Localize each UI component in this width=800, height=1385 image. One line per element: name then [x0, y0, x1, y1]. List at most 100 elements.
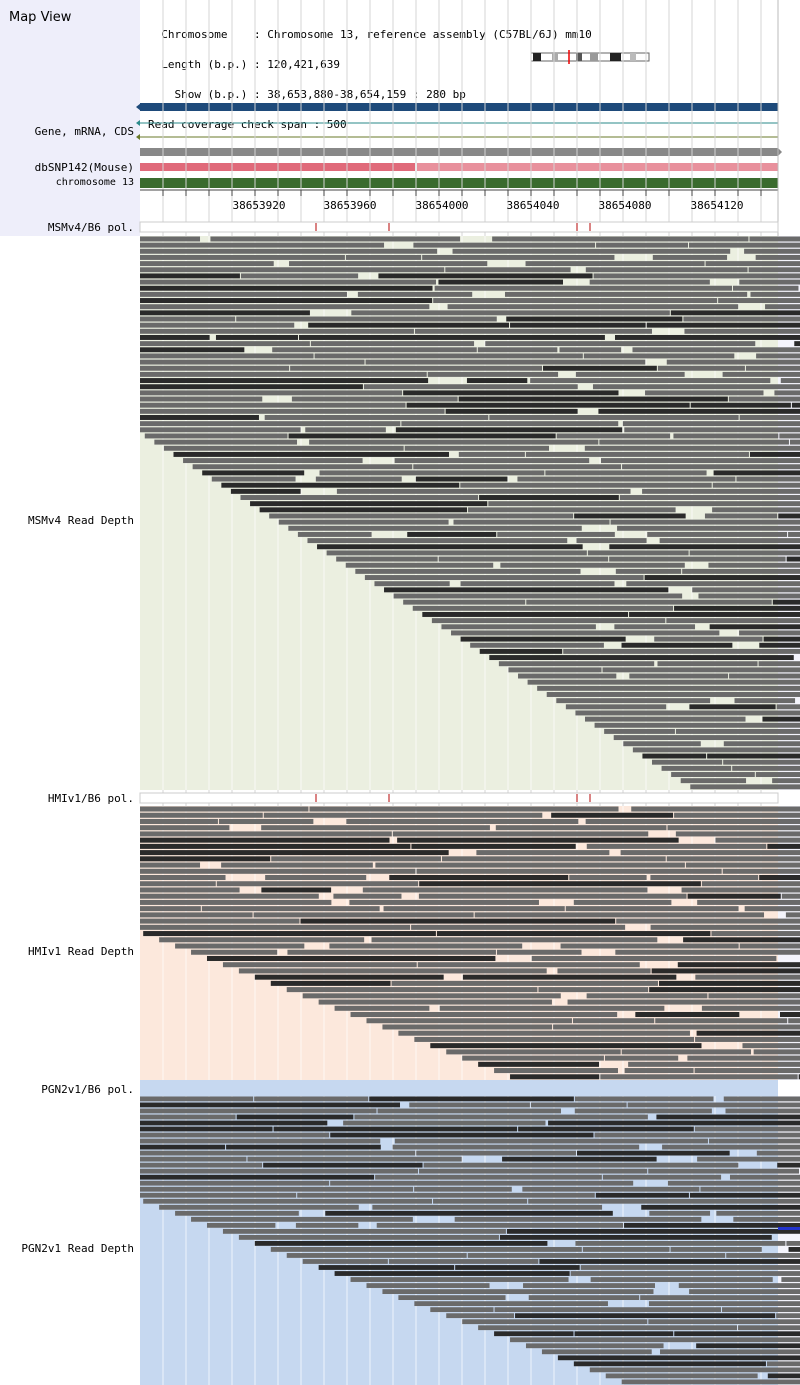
read-segment	[615, 568, 682, 574]
read-segment	[575, 710, 800, 716]
read-segment	[628, 1061, 800, 1067]
read-segment	[206, 955, 496, 961]
read-segment	[140, 1126, 273, 1132]
read-segment	[788, 531, 800, 537]
read-segment	[392, 831, 649, 837]
read-segment	[201, 906, 380, 912]
read-segment	[140, 918, 300, 924]
read-segment	[541, 1349, 652, 1355]
read-segment	[416, 1150, 576, 1156]
read-segment	[506, 316, 683, 322]
read-segment	[460, 636, 626, 642]
read-segment	[264, 415, 489, 420]
read-segment	[140, 341, 310, 347]
read-segment	[309, 806, 619, 812]
read-segment	[723, 1096, 800, 1102]
read-segment	[222, 962, 417, 968]
read-segment	[477, 347, 558, 353]
read-segment	[140, 298, 433, 304]
read-segment	[622, 464, 800, 470]
read-segment	[371, 937, 658, 943]
read-segment	[191, 1216, 413, 1222]
read-segment	[539, 1259, 800, 1264]
read-segment	[140, 365, 290, 371]
read-segment	[596, 242, 689, 248]
read-segment	[411, 843, 576, 849]
read-segment	[462, 1055, 604, 1061]
read-segment	[154, 439, 298, 445]
ruler-tick-label: 38653960	[324, 199, 377, 212]
read-segment	[525, 1343, 664, 1349]
read-segment	[580, 1265, 800, 1270]
read-segment	[557, 1355, 800, 1361]
read-segment	[655, 1018, 788, 1024]
read-segment	[648, 1168, 800, 1174]
read-segment	[671, 772, 755, 777]
read-segment	[600, 1074, 798, 1080]
info-line-chromosome: Chromosome : Chromosome 13, reference as…	[148, 28, 592, 41]
read-segment	[733, 1216, 800, 1222]
read-segment	[403, 599, 526, 605]
read-segment	[254, 1241, 548, 1246]
read-segment	[510, 1337, 800, 1343]
read-segment	[413, 242, 596, 248]
pgn-pol-bar[interactable]	[140, 1080, 778, 1096]
hmi-depth-label: HMIv1 Read Depth	[28, 945, 134, 958]
read-segment	[263, 812, 543, 818]
gene-track[interactable]	[136, 103, 778, 140]
read-segment	[690, 402, 791, 408]
read-segment	[192, 464, 413, 470]
read-segment	[414, 1301, 608, 1307]
read-segment	[309, 439, 599, 445]
read-segment	[642, 488, 800, 494]
read-segment	[499, 1234, 772, 1240]
read-segment	[656, 1114, 800, 1120]
read-segment	[677, 962, 800, 968]
read-segment	[394, 458, 590, 464]
read-segment	[621, 642, 733, 648]
read-segment	[413, 464, 622, 470]
read-segment	[291, 396, 458, 402]
read-segment	[684, 328, 800, 334]
polymorphism-bar[interactable]	[139, 792, 779, 804]
read-segment	[528, 1198, 800, 1204]
read-segment	[649, 987, 800, 993]
read-segment	[140, 322, 295, 328]
read-segment	[683, 316, 800, 322]
read-segment	[772, 599, 800, 605]
info-line-span: Read coverage check span : 500	[148, 118, 347, 131]
read-segment	[681, 887, 800, 893]
read-segment	[666, 856, 800, 862]
read-segment	[489, 415, 739, 420]
read-segment	[732, 765, 800, 771]
read-segment	[140, 402, 406, 408]
read-segment	[140, 304, 430, 310]
read-segment	[346, 818, 579, 824]
read-segment	[349, 899, 539, 905]
read-segment	[615, 949, 800, 955]
read-segment	[140, 1108, 377, 1114]
read-segment	[247, 1156, 462, 1162]
read-segment	[510, 1074, 600, 1080]
read-segment	[140, 1156, 247, 1162]
read-segment	[739, 279, 800, 285]
read-segment	[589, 279, 710, 285]
read-segment	[687, 893, 781, 899]
read-segment	[438, 556, 609, 562]
read-segment	[403, 390, 619, 396]
read-segment	[140, 334, 210, 340]
read-segment	[518, 1126, 694, 1132]
left-panel: Map View	[0, 0, 140, 236]
read-segment	[393, 593, 683, 599]
read-segment	[648, 1301, 800, 1307]
read-segment	[140, 347, 245, 353]
read-segment	[488, 501, 800, 507]
read-segment	[434, 285, 733, 291]
read-segment	[774, 390, 800, 396]
polymorphism-bar[interactable]	[139, 221, 779, 233]
read-segment	[712, 482, 800, 488]
read-segment	[626, 581, 800, 587]
map-view-title: Map View	[9, 10, 72, 25]
read-segment	[350, 1012, 618, 1018]
read-segment	[545, 470, 707, 476]
